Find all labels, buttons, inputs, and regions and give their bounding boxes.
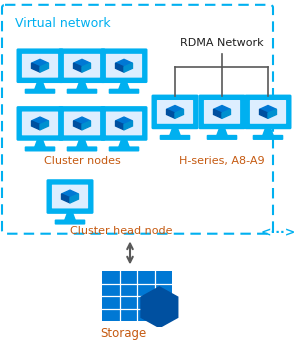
Polygon shape xyxy=(118,139,130,147)
Text: Storage: Storage xyxy=(100,327,146,340)
FancyBboxPatch shape xyxy=(17,48,63,83)
FancyBboxPatch shape xyxy=(52,185,88,208)
Polygon shape xyxy=(116,63,124,72)
FancyBboxPatch shape xyxy=(25,89,55,94)
FancyBboxPatch shape xyxy=(106,112,142,135)
FancyBboxPatch shape xyxy=(106,54,142,78)
Text: H-series, A8-A9: H-series, A8-A9 xyxy=(179,156,265,166)
Polygon shape xyxy=(64,212,76,220)
Polygon shape xyxy=(31,63,40,72)
Text: Cluster nodes: Cluster nodes xyxy=(43,156,120,166)
Polygon shape xyxy=(216,128,228,136)
Polygon shape xyxy=(76,82,88,90)
FancyBboxPatch shape xyxy=(59,48,105,83)
FancyBboxPatch shape xyxy=(25,147,55,152)
Text: <···>: <···> xyxy=(260,226,296,239)
Polygon shape xyxy=(31,117,48,124)
Polygon shape xyxy=(259,109,268,118)
Polygon shape xyxy=(34,82,46,90)
FancyBboxPatch shape xyxy=(47,179,94,214)
Polygon shape xyxy=(259,105,276,113)
Polygon shape xyxy=(73,63,82,72)
Polygon shape xyxy=(31,59,48,67)
FancyBboxPatch shape xyxy=(160,135,190,140)
Polygon shape xyxy=(70,194,79,203)
FancyBboxPatch shape xyxy=(67,89,97,94)
Polygon shape xyxy=(40,63,48,72)
Polygon shape xyxy=(34,139,46,147)
Polygon shape xyxy=(214,109,222,118)
FancyBboxPatch shape xyxy=(55,220,85,225)
FancyBboxPatch shape xyxy=(67,147,97,152)
FancyBboxPatch shape xyxy=(101,106,147,141)
Polygon shape xyxy=(116,117,133,124)
FancyBboxPatch shape xyxy=(245,95,291,129)
Bar xyxy=(102,271,172,321)
Text: RDMA Network: RDMA Network xyxy=(180,38,264,49)
FancyBboxPatch shape xyxy=(101,48,147,83)
Polygon shape xyxy=(166,109,175,118)
FancyBboxPatch shape xyxy=(198,95,246,129)
FancyBboxPatch shape xyxy=(64,54,100,78)
Polygon shape xyxy=(73,121,82,130)
FancyBboxPatch shape xyxy=(109,147,139,152)
Polygon shape xyxy=(73,117,91,124)
Polygon shape xyxy=(118,82,130,90)
Polygon shape xyxy=(214,105,230,113)
Polygon shape xyxy=(62,190,79,198)
Polygon shape xyxy=(124,63,133,72)
FancyBboxPatch shape xyxy=(152,95,198,129)
FancyBboxPatch shape xyxy=(250,100,286,124)
Polygon shape xyxy=(116,121,124,130)
FancyBboxPatch shape xyxy=(207,135,237,140)
Polygon shape xyxy=(175,109,184,118)
Polygon shape xyxy=(222,109,230,118)
Polygon shape xyxy=(82,121,91,130)
Polygon shape xyxy=(140,286,178,328)
FancyBboxPatch shape xyxy=(253,135,283,140)
FancyBboxPatch shape xyxy=(64,112,100,135)
FancyBboxPatch shape xyxy=(22,54,58,78)
Polygon shape xyxy=(31,121,40,130)
FancyBboxPatch shape xyxy=(204,100,240,124)
Polygon shape xyxy=(73,59,91,67)
Polygon shape xyxy=(76,139,88,147)
Text: Virtual network: Virtual network xyxy=(15,17,111,30)
Polygon shape xyxy=(62,194,70,203)
Polygon shape xyxy=(116,59,133,67)
FancyBboxPatch shape xyxy=(157,100,193,124)
Polygon shape xyxy=(40,121,48,130)
Polygon shape xyxy=(268,109,276,118)
Polygon shape xyxy=(169,128,181,136)
Polygon shape xyxy=(166,105,184,113)
FancyBboxPatch shape xyxy=(22,112,58,135)
Polygon shape xyxy=(82,63,91,72)
FancyBboxPatch shape xyxy=(59,106,105,141)
FancyBboxPatch shape xyxy=(109,89,139,94)
FancyBboxPatch shape xyxy=(2,5,273,234)
Text: Cluster head node: Cluster head node xyxy=(70,226,172,236)
FancyBboxPatch shape xyxy=(17,106,63,141)
Polygon shape xyxy=(262,128,274,136)
Polygon shape xyxy=(124,121,133,130)
